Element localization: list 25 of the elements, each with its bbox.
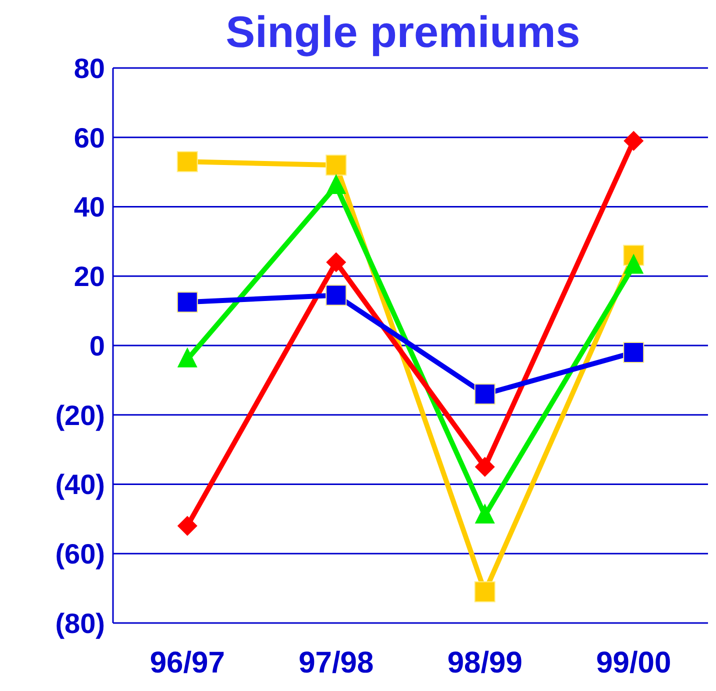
point (326, 284, 347, 306)
y-tick-label: 20 (74, 261, 105, 292)
point (624, 130, 644, 151)
point (623, 342, 644, 363)
y-tick-label: 0 (89, 330, 105, 362)
point (176, 151, 198, 172)
y-tick-label: 80 (74, 52, 105, 84)
y-tick-label: 60 (74, 122, 105, 154)
point (176, 292, 198, 313)
x-tick-label: 96/97 (150, 646, 225, 680)
y-tick-label: (20) (55, 400, 105, 431)
y-tick-label: (60) (55, 538, 105, 570)
y-tick-label: (40) (55, 469, 105, 500)
y-tick-label: (80) (55, 608, 105, 639)
x-tick-label: 98/99 (447, 646, 522, 680)
x-tick-label: 99/00 (596, 646, 672, 680)
x-tick-label: 97/98 (298, 646, 374, 680)
point (326, 252, 346, 272)
y-tick-label: 40 (74, 192, 105, 223)
point (474, 581, 496, 602)
point (326, 154, 347, 176)
point (177, 516, 198, 536)
chart-title: Single premiums (226, 8, 580, 57)
point (474, 384, 496, 405)
point (474, 456, 495, 477)
